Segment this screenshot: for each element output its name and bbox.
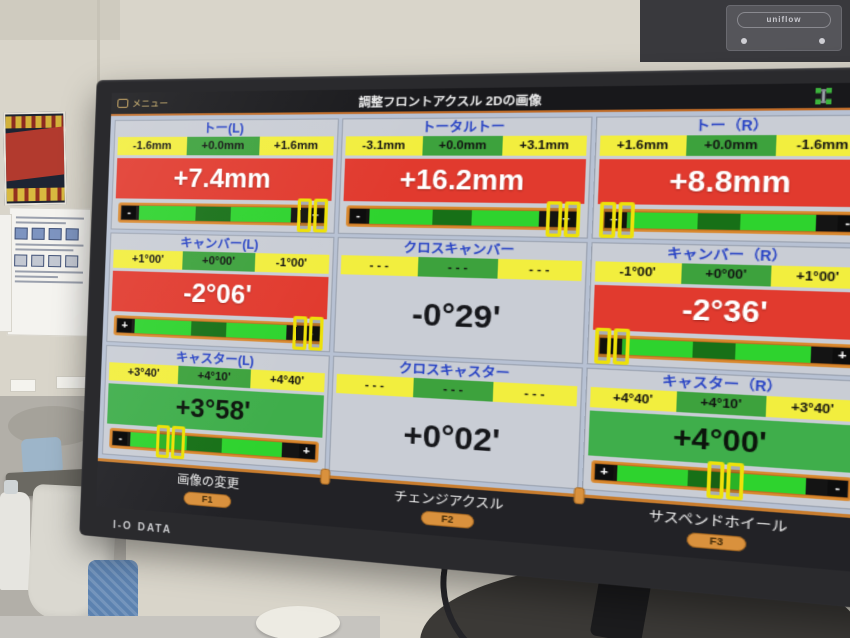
tolerance-target: +0°00' [680,263,772,287]
page-title: 調整フロントアクスル 2Dの画像 [358,94,542,110]
slider-cursor[interactable] [545,201,581,238]
panel-camber-left: キャンバー(L) +1°00' +0°00' -1°00' -2°06' + - [106,232,335,353]
button-label: チェンジアクスル [393,488,504,513]
tolerance-high: +3°40' [765,395,850,423]
tolerance-target: +4°10' [178,365,251,389]
slider-plus: + [595,464,614,481]
slider-cursor[interactable] [156,424,186,460]
wall-shadow [0,0,120,40]
menu-label: メニュー [132,98,169,109]
monitor-brand-logo: I-O DATA [112,519,173,537]
spray-bottle [0,480,30,590]
tolerance-high: +1.6mm [258,136,334,156]
panel-camber-right: キャンバー（R） -1°00' +0°00' +1°00' -2°36' - + [586,242,850,378]
slider-cursor[interactable] [594,327,631,366]
tolerance-high: +4°40' [249,369,325,393]
panel-title: トー（R） [694,117,769,135]
tolerance-low: +1°00' [113,249,184,270]
panel-cross-caster: クロスキャスター - - -- - -- - - +0°02' [328,355,583,490]
slider-minus: - [827,480,848,497]
tolerance-target: +0.0mm [422,135,504,156]
measurement-value: +0°02' [402,418,501,460]
adjustment-slider[interactable]: - + [117,198,329,233]
measurement-value: -2°06' [111,270,329,320]
tolerance-low: -3.1mm [344,136,424,156]
connector-node [320,468,331,485]
tolerance-low: - - - [335,373,414,398]
slider-track [603,211,850,233]
adjustment-slider[interactable]: - + [594,327,850,369]
adjustment-slider[interactable]: + - [113,315,324,351]
tolerance-target: +0.0mm [186,136,260,156]
slider-cursor[interactable] [296,198,329,233]
f1-key-badge: F1 [183,491,232,509]
tolerance-high: -1°00' [254,253,330,274]
tolerance-target: +0.0mm [685,135,777,157]
slider-track [598,337,850,365]
button-label: サスペンドホイール [648,508,788,536]
tolerance-high: +3.1mm [502,135,587,156]
panel-toe-left: トー(L) -1.6mm +0.0mm +1.6mm +7.4mm - + [110,118,339,234]
slider-minus: - [113,431,128,446]
slider-minus: - [837,215,850,232]
slider-cursor[interactable] [706,461,745,501]
panel-title: トー(L) [202,121,245,136]
f2-key-badge: F2 [420,510,475,530]
menu-icon [117,98,129,108]
tolerance-high: - - - [493,381,577,407]
tolerance-high: - - - [497,258,582,282]
adjustment-slider[interactable]: - + [345,201,581,238]
tolerance-target: - - - [413,377,494,402]
wall-instruction-sheet [6,207,92,337]
measurement-value: -0°29' [411,297,502,336]
machine-plate: uniflow [726,5,842,51]
title-bar: メニュー 調整フロントアクスル 2Dの画像 11 [111,77,850,117]
slider-plus: + [117,318,132,333]
measurement-value: +8.8mm [597,159,850,208]
panel-caster-left: キャスター(L) +3°40' +4°10' +4°40' +3°58' - + [101,344,330,471]
panel-total-toe: トータルトー -3.1mm +0.0mm +3.1mm +16.2mm - + [337,116,592,239]
alignment-app-screen: メニュー 調整フロントアクスル 2Dの画像 11 トー(L) [96,77,850,601]
tolerance-low: -1.6mm [117,136,188,156]
monitor: メニュー 調整フロントアクスル 2Dの画像 11 トー(L) [79,61,850,638]
slider-minus: - [121,205,137,220]
button-label: 画像の変更 [176,472,240,492]
slider-track [116,318,320,342]
slider-track [348,208,577,228]
tolerance-low: +1.6mm [599,135,687,156]
tolerance-high: -1.6mm [775,134,850,157]
panel-toe-right: トー（R） +1.6mm +0.0mm -1.6mm +8.8mm + - [590,114,850,245]
wall-sheet-partial [0,214,12,332]
measurement-value: +7.4mm [115,158,333,201]
slider-track [120,205,325,223]
measurement-value: +16.2mm [343,158,586,204]
f3-key-badge: F3 [686,532,747,552]
adjustment-slider[interactable]: + - [599,201,850,239]
tolerance-low: +3°40' [108,362,179,385]
tolerance-target: +4°10' [675,391,767,417]
tolerance-low: - - - [340,255,419,277]
slider-cursor[interactable] [599,201,636,239]
tolerance-target: +0°00' [182,251,255,272]
tolerance-target: - - - [417,256,499,279]
white-fuzzy-object [256,606,340,638]
panel-cross-camber: クロスキャンバー - - -- - -- - - -0°29' [333,237,588,365]
connector-node [573,486,586,505]
machine-label: uniflow [737,12,831,28]
tolerance-low: +4°40' [589,386,677,412]
slider-plus: + [298,444,315,459]
menu-button[interactable]: メニュー [117,96,168,110]
tolerance-low: -1°00' [594,261,682,284]
slider-minus: - [350,209,367,224]
slider-cursor[interactable] [292,315,324,351]
measurement-value: -2°36' [592,284,850,341]
wall-tag [10,379,36,392]
axle-icon [814,87,834,112]
tolerance-high: +1°00' [770,265,850,290]
slider-plus: + [832,347,850,365]
wall-poster [3,111,67,206]
panel-caster-right: キャスター（R） +4°40' +4°10' +3°40' +4°00' + - [581,367,850,511]
panel-title: トータルトー [421,119,506,136]
